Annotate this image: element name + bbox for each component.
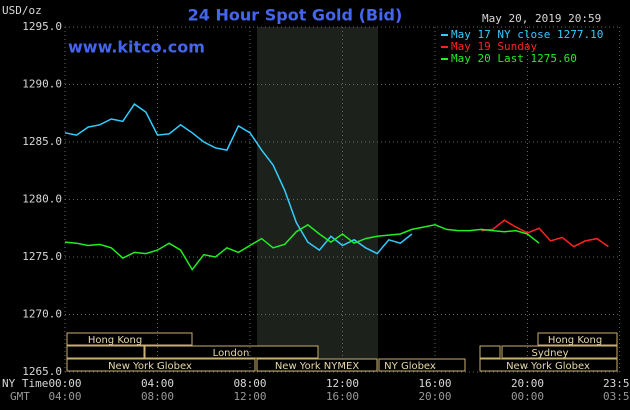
session-box — [256, 358, 378, 372]
x2-tick-label: 12:00 — [233, 390, 266, 403]
timestamp: May 20, 2019 20:59 — [482, 12, 601, 25]
session-box — [66, 345, 145, 359]
x-tick-label: 12:00 — [326, 377, 359, 390]
session-label: New York NYMEX — [275, 361, 360, 372]
sessions: Hong Kong London New York Globex New Yor… — [66, 332, 618, 372]
session-box — [66, 332, 193, 346]
series-line — [64, 223, 540, 271]
x2-tick-label: 08:00 — [141, 390, 174, 403]
x2-tick-label: 16:00 — [326, 390, 359, 403]
x2-tick-label: 04:00 — [48, 390, 81, 403]
session-label: Hong Kong — [548, 335, 602, 346]
y-tick-label: 1275.0 — [22, 250, 62, 263]
legend-label: May 20 Last 1275.60 — [451, 52, 577, 65]
session-box — [378, 358, 466, 372]
y-tick-label: 1290.0 — [22, 78, 62, 91]
session-box — [66, 358, 256, 372]
x2-label: GMT — [10, 390, 30, 403]
legend-label: May 17 NY close 1277.10 — [451, 28, 603, 41]
x2-tick-label: 00:00 — [511, 390, 544, 403]
session-label: NY Globex — [384, 361, 436, 372]
chart-title: 24 Hour Spot Gold (Bid) — [188, 6, 403, 25]
y-tick-label: 1270.0 — [22, 308, 62, 321]
y-tick-label: 1285.0 — [22, 135, 62, 148]
y-tick-label: 1280.0 — [22, 193, 62, 206]
y-unit: USD/oz — [2, 4, 42, 17]
session-label: New York Globex — [108, 361, 192, 372]
session-label: London — [213, 348, 250, 359]
x-tick-label: 16:00 — [418, 377, 451, 390]
website: www.kitco.com — [68, 38, 205, 57]
x-tick-label: 20:00 — [511, 377, 544, 390]
y-tick-label: 1265.0 — [22, 365, 62, 378]
session-box — [479, 358, 618, 372]
session-label: Hong Kong — [88, 335, 142, 346]
x-tick-label: 08:00 — [233, 377, 266, 390]
session-label: New York Globex — [506, 361, 590, 372]
x-tick-label: 04:00 — [141, 377, 174, 390]
series-line — [481, 219, 609, 248]
session-box — [479, 345, 501, 359]
series-line — [64, 103, 413, 255]
x2-tick-label: 03:59 — [603, 390, 630, 403]
session-label: Sydney — [531, 348, 568, 359]
x-tick-label: 23:59 — [603, 377, 630, 390]
session-box — [144, 345, 319, 359]
x-label: NY Time — [2, 377, 48, 390]
legend-label: May 19 Sunday — [451, 40, 537, 53]
session-box — [501, 345, 618, 359]
y-tick-label: 1295.0 — [22, 20, 62, 33]
session-box — [537, 332, 618, 346]
x2-tick-label: 20:00 — [418, 390, 451, 403]
x-tick-label: 00:00 — [48, 377, 81, 390]
